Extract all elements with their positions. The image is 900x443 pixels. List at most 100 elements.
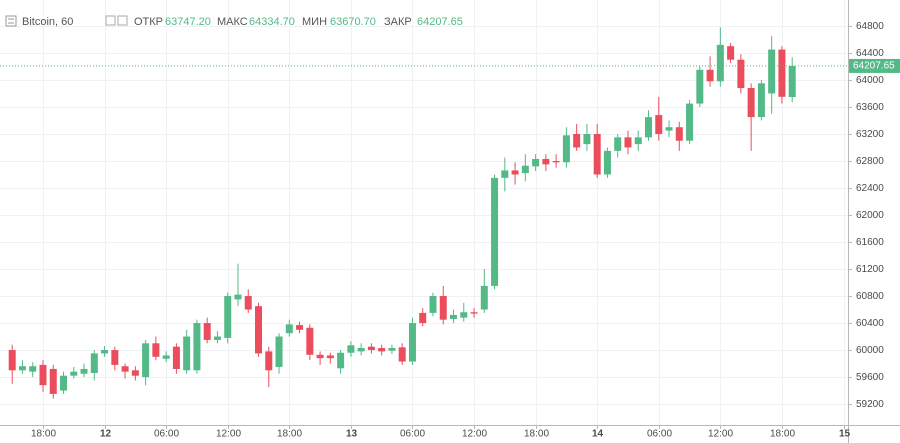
candle-body — [80, 368, 88, 374]
candles — [0, 27, 848, 399]
x-tick-label: 18:00 — [277, 429, 302, 440]
candle-body — [326, 355, 334, 359]
candle-body — [39, 364, 47, 386]
candle-body — [224, 296, 232, 338]
y-tick-label: 64800 — [856, 21, 884, 32]
candle-body — [101, 350, 109, 354]
candle-body — [357, 348, 365, 352]
candle-body — [193, 323, 201, 371]
candle-body — [511, 170, 519, 175]
candle-body — [172, 346, 180, 369]
candle-body — [378, 348, 386, 352]
y-tick-label: 64400 — [856, 48, 884, 59]
symbol: Bitcoin, 60 — [22, 16, 73, 28]
candle-body — [213, 336, 221, 340]
icon[interactable] — [117, 15, 128, 26]
candle-body — [614, 137, 622, 151]
candle-body — [111, 350, 119, 365]
candle-body — [521, 165, 529, 174]
open-label: ОТКР — [134, 16, 163, 28]
candle-body — [552, 160, 560, 163]
candle-body — [716, 44, 724, 82]
candle-body — [655, 115, 663, 134]
candle-body — [347, 345, 355, 353]
y-tick-label: 62800 — [856, 156, 884, 167]
candle-body — [244, 296, 252, 310]
candle-body — [429, 296, 437, 313]
candle-body — [491, 177, 499, 286]
x-tick-label: 13 — [346, 429, 358, 440]
y-tick-label: 60400 — [856, 318, 884, 329]
candle-body — [18, 366, 26, 371]
candle-body — [90, 353, 98, 374]
candle-body — [778, 49, 786, 97]
candle-body — [29, 366, 37, 372]
candle-body — [203, 323, 211, 340]
candle-body — [296, 325, 304, 330]
y-tick-label: 60800 — [856, 291, 884, 302]
candle-body — [757, 83, 765, 118]
candle-body — [152, 343, 160, 357]
candle-body — [624, 137, 632, 148]
last-price-label: 64207.65 — [853, 61, 895, 72]
y-tick-label: 63200 — [856, 129, 884, 140]
x-tick-label: 18:00 — [770, 429, 795, 440]
candle-body — [665, 127, 673, 131]
candle-body — [737, 59, 745, 89]
candle-body — [388, 348, 396, 351]
candle-body — [439, 296, 447, 320]
candle-body — [398, 347, 406, 362]
candle-body — [686, 103, 694, 141]
y-tick-label: 59600 — [856, 372, 884, 383]
candle-body — [337, 352, 345, 369]
candle-body — [542, 158, 550, 165]
x-tick-label: 18:00 — [31, 429, 56, 440]
candle-body — [747, 88, 755, 118]
x-tick-label: 12:00 — [708, 429, 733, 440]
y-tick-label: 61600 — [856, 237, 884, 248]
icon — [5, 15, 17, 27]
low-label: МИН — [302, 16, 327, 28]
y-tick-label: 59200 — [856, 399, 884, 410]
candle-body — [583, 133, 591, 145]
candle-body — [275, 336, 283, 367]
y-tick-label: 62000 — [856, 210, 884, 221]
candle-body — [70, 371, 78, 376]
candle-body — [532, 158, 540, 167]
candle-body — [142, 343, 150, 378]
candle-body — [706, 69, 714, 82]
candle-body — [131, 370, 139, 376]
x-tick-label: 12:00 — [462, 429, 487, 440]
y-tick-label: 62400 — [856, 183, 884, 194]
high-label: МАКС — [217, 16, 248, 28]
candle-body — [480, 285, 488, 310]
x-tick-label: 06:00 — [400, 429, 425, 440]
candle-body — [450, 314, 458, 319]
y-tick-label: 60000 — [856, 345, 884, 356]
candle-body — [162, 355, 170, 359]
candle-body — [60, 375, 68, 391]
candle-body — [603, 150, 611, 175]
x-tick-label: 12:00 — [216, 429, 241, 440]
candle-body — [562, 135, 570, 163]
candle-body — [306, 327, 314, 355]
candle-body — [460, 312, 468, 318]
candle-body — [419, 312, 427, 324]
candle-body — [645, 117, 653, 138]
high-value: 64334.70 — [249, 16, 295, 28]
candle-body — [367, 346, 375, 351]
x-tick-label: 15 — [839, 429, 851, 440]
candle-body — [408, 323, 416, 362]
candle-body — [788, 65, 796, 98]
candle-body — [285, 324, 293, 334]
y-tick-label: 63600 — [856, 102, 884, 113]
candle-body — [501, 170, 509, 178]
y-tick-label: 64000 — [856, 75, 884, 86]
close-label: ЗАКР — [384, 16, 412, 28]
candle-body — [255, 306, 263, 354]
icon[interactable] — [105, 15, 116, 26]
low-value: 63670.70 — [330, 16, 376, 28]
candle-body — [573, 133, 581, 148]
x-tick-label: 06:00 — [647, 429, 672, 440]
